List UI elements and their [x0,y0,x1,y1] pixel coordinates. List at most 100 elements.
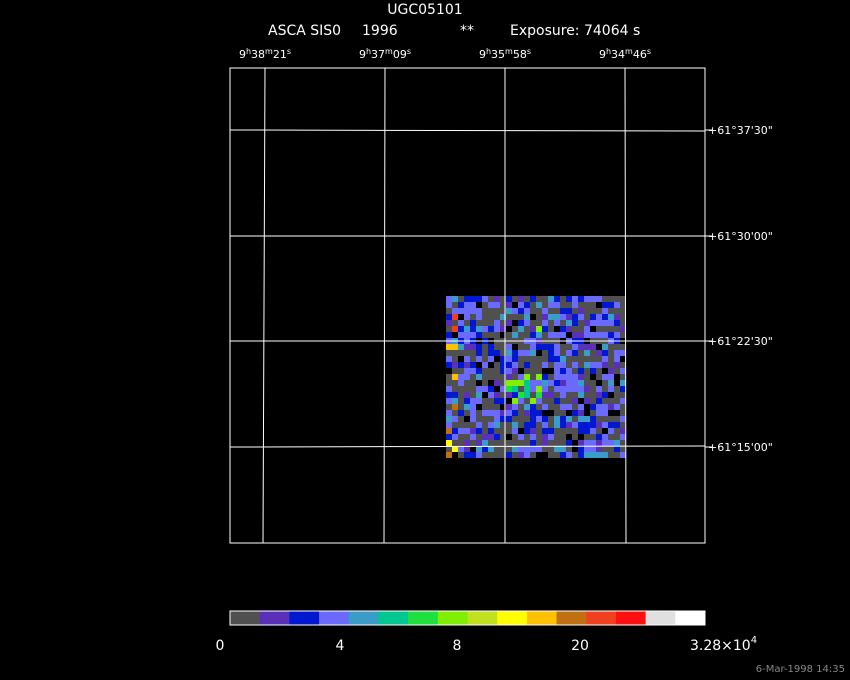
image-pixel [518,308,524,314]
image-pixel [608,392,614,398]
image-pixel [452,410,458,416]
image-pixel [578,296,584,302]
image-pixel [620,452,626,458]
image-pixel [590,320,596,326]
image-pixel [482,434,488,440]
image-pixel [602,344,608,350]
image-pixel [608,332,614,338]
image-pixel [584,356,590,362]
image-pixel [614,350,620,356]
image-pixel [524,380,530,386]
image-pixel [506,344,512,350]
image-pixel [596,386,602,392]
image-pixel [542,374,548,380]
image-pixel [482,410,488,416]
image-pixel [458,398,464,404]
image-pixel [590,428,596,434]
image-pixel [572,422,578,428]
image-pixel [560,374,566,380]
image-pixel [620,350,626,356]
image-pixel [596,446,602,452]
image-pixel [500,428,506,434]
image-pixel [572,302,578,308]
image-pixel [608,404,614,410]
image-pixel [494,374,500,380]
image-pixel [512,368,518,374]
image-pixel [524,368,530,374]
image-pixel [602,374,608,380]
image-pixel [578,422,584,428]
image-pixel [596,332,602,338]
image-pixel [566,362,572,368]
image-pixel [572,452,578,458]
image-pixel [524,386,530,392]
image-pixel [554,422,560,428]
image-pixel [614,356,620,362]
image-pixel [488,422,494,428]
image-pixel [452,350,458,356]
image-pixel [464,422,470,428]
image-pixel [614,302,620,308]
image-pixel [614,416,620,422]
image-pixel [614,380,620,386]
image-pixel [560,368,566,374]
image-pixel [488,314,494,320]
image-pixel [620,392,626,398]
image-pixel [560,320,566,326]
image-pixel [554,302,560,308]
image-pixel [476,416,482,422]
image-pixel [596,422,602,428]
image-pixel [566,344,572,350]
image-pixel [560,398,566,404]
image-pixel [512,452,518,458]
image-pixel [590,356,596,362]
image-pixel [518,434,524,440]
image-pixel [572,344,578,350]
image-pixel [470,386,476,392]
image-pixel [470,410,476,416]
image-pixel [566,350,572,356]
image-pixel [494,404,500,410]
image-pixel [566,308,572,314]
image-pixel [596,302,602,308]
ra-label-part: 38 [251,48,265,61]
image-pixel [590,314,596,320]
image-pixel [524,326,530,332]
image-pixel [590,362,596,368]
ra-label-part: m [505,47,513,56]
image-pixel [548,308,554,314]
image-pixel [578,434,584,440]
image-pixel [542,398,548,404]
image-pixel [572,404,578,410]
image-pixel [446,416,452,422]
image-pixel [470,392,476,398]
colorbar-label: 8 [453,638,462,654]
image-pixel [542,302,548,308]
image-pixel [596,368,602,374]
image-pixel [518,326,524,332]
image-pixel [602,434,608,440]
ra-label-part: s [647,47,651,56]
image-pixel [536,428,542,434]
image-pixel [452,326,458,332]
image-pixel [542,326,548,332]
image-pixel [566,446,572,452]
image-pixel [524,314,530,320]
image-pixel [518,368,524,374]
image-pixel [596,452,602,458]
image-pixel [602,398,608,404]
image-pixel [476,344,482,350]
image-pixel [596,398,602,404]
image-pixel [506,446,512,452]
image-pixel [494,380,500,386]
ra-label-part: 21 [273,48,287,61]
dec-label: +61°22'30" [708,335,773,348]
flag: ** [460,23,474,39]
image-pixel [452,362,458,368]
image-pixel [494,350,500,356]
image-pixel [602,368,608,374]
colorbar-swatch [230,611,261,625]
image-pixel [584,296,590,302]
image-pixel [608,368,614,374]
image-pixel [620,344,626,350]
